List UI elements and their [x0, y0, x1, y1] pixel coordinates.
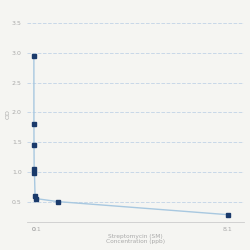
X-axis label: Streptomycin (SM)
Concentration (ppb): Streptomycin (SM) Concentration (ppb) — [106, 234, 165, 244]
Y-axis label: OD: OD — [6, 109, 10, 119]
